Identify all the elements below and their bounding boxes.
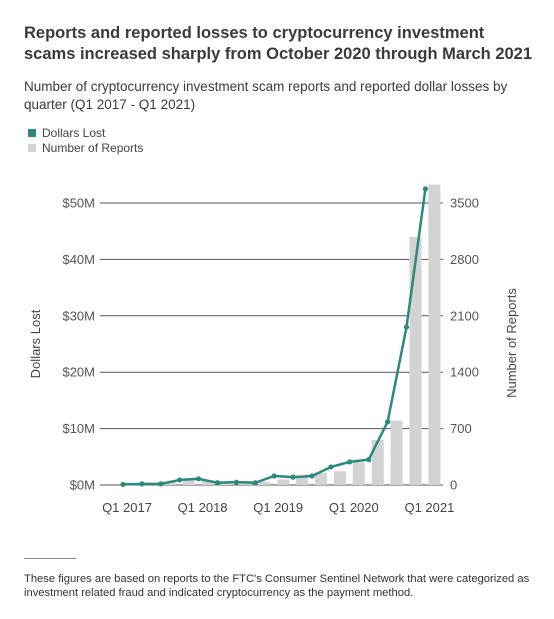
y-left-tick-label: $0M: [70, 478, 95, 493]
x-tick-label: Q1 2017: [102, 500, 152, 515]
legend-swatch-dollars: [28, 128, 36, 137]
x-tick-label: Q1 2020: [329, 500, 379, 515]
point-dollars-lost: [347, 459, 353, 465]
point-dollars-lost: [158, 481, 164, 487]
point-dollars-lost: [403, 324, 410, 330]
point-dollars-lost: [196, 476, 202, 482]
bar-reports: [258, 481, 271, 485]
chart-subtitle: Number of cryptocurrency investment scam…: [24, 79, 508, 112]
bar-reports: [333, 471, 346, 485]
point-dollars-lost: [252, 480, 258, 486]
legend: Dollars Lost Number of Reports: [28, 125, 143, 155]
point-dollars-lost: [271, 473, 277, 479]
bar-reports: [163, 482, 176, 485]
y-left-tick-label: $30M: [62, 308, 95, 323]
bar-reports: [409, 236, 422, 485]
bar-reports: [371, 439, 384, 485]
point-dollars-lost: [139, 481, 145, 487]
x-tick-label: Q1 2021: [404, 500, 454, 515]
y-right-tick-label: 0: [450, 478, 457, 493]
point-dollars-lost: [177, 477, 183, 483]
legend-label-dollars: Dollars Lost: [42, 125, 106, 140]
bar-reports: [390, 420, 403, 485]
point-dollars-lost: [233, 479, 239, 485]
x-tick-label: Q1 2018: [178, 500, 228, 515]
bar-reports: [315, 472, 327, 485]
bar-reports: [277, 479, 290, 485]
point-dollars-lost: [290, 474, 296, 480]
point-dollars-lost: [366, 457, 372, 463]
bar-reports: [296, 476, 309, 485]
y-right-axis-label: Number of Reports: [504, 288, 519, 398]
footnote: These figures are based on reports to th…: [24, 573, 530, 599]
point-dollars-lost: [309, 473, 315, 479]
point-dollars-lost: [214, 480, 221, 486]
x-tick-label: Q1 2019: [253, 500, 303, 515]
point-dollars-lost: [385, 419, 391, 425]
y-left-tick-label: $10M: [62, 421, 95, 436]
bar-reports: [182, 478, 195, 485]
y-left-tick-label: $40M: [62, 252, 95, 267]
y-right-tick-label: 1400: [450, 365, 479, 380]
bar-reports: [352, 462, 365, 485]
point-dollars-lost: [120, 481, 126, 488]
legend-swatch-reports: [28, 143, 36, 152]
point-dollars-lost: [328, 464, 334, 470]
y-left-tick-label: $20M: [62, 365, 95, 380]
footnote-divider: [24, 558, 76, 559]
y-right-tick-label: 3500: [450, 196, 479, 211]
bar-reports: [428, 184, 441, 485]
legend-item-reports: Number of Reports: [28, 140, 143, 155]
bar-reports: [201, 480, 214, 485]
y-right-tick-label: 700: [450, 421, 472, 436]
y-left-axis-label: Dollars Lost: [28, 309, 43, 378]
y-right-tick-label: 2800: [450, 252, 479, 267]
point-dollars-lost: [422, 186, 428, 192]
y-right-tick-label: 2100: [450, 308, 479, 323]
y-left-tick-label: $50M: [62, 196, 95, 211]
chart-title: Reports and reported losses to cryptocur…: [24, 24, 533, 63]
legend-item-dollars: Dollars Lost: [28, 125, 143, 140]
legend-label-reports: Number of Reports: [42, 140, 144, 155]
